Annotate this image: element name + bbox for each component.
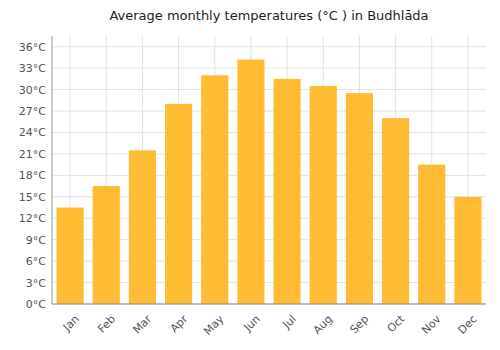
y-tick-label: 27°C [19, 105, 46, 118]
bar [382, 118, 409, 304]
x-tick-label: Mar [130, 312, 154, 336]
chart-container: Average monthly temperatures (°C ) in Bu… [0, 0, 500, 350]
bar [346, 93, 373, 304]
bars [57, 60, 482, 304]
x-tick-label: Jul [280, 313, 299, 332]
x-tick-label: Dec [455, 313, 479, 337]
y-tick-label: 36°C [19, 41, 46, 54]
grid [52, 36, 486, 304]
y-tick-label: 0°C [26, 298, 46, 311]
bar [237, 60, 264, 304]
y-grid-line [52, 111, 486, 112]
y-tick-label: 12°C [19, 212, 46, 225]
bar [129, 150, 156, 304]
y-grid-line [52, 153, 486, 154]
y-tick-label: 15°C [19, 191, 46, 204]
title: Average monthly temperatures (°C ) in Bu… [109, 8, 428, 23]
y-tick-label: 6°C [26, 255, 46, 268]
y-tick-label: 9°C [26, 234, 46, 247]
bar [454, 197, 481, 304]
y-tick-label: 30°C [19, 84, 46, 97]
y-tick-label: 18°C [19, 169, 46, 182]
x-tick-label: Jan [60, 313, 82, 335]
chart: Average monthly temperatures (°C ) in Bu… [0, 0, 500, 350]
y-tick-label: 21°C [19, 148, 46, 161]
x-tick-label: Feb [95, 313, 118, 336]
bar [310, 86, 337, 304]
y-grid-line [52, 46, 486, 47]
x-tick-label: Oct [385, 312, 408, 335]
bar [165, 104, 192, 304]
x-axis-line [52, 304, 486, 305]
x-tick-label: Jun [241, 313, 263, 335]
y-grid-line [52, 89, 486, 90]
x-tick-label: Sep [347, 313, 371, 337]
y-grid-line [52, 304, 486, 305]
x-tick-label: Apr [168, 312, 191, 335]
bar [201, 75, 228, 304]
y-tick-label: 3°C [26, 277, 46, 290]
y-grid-line [52, 68, 486, 69]
x-tick-label: Aug [311, 313, 335, 337]
axes: 0°C 3°C 6°C 9°C 12°C 15°C 18°C 21°C 24°C 27°C 30°C… [19, 41, 480, 338]
y-axis-line [52, 36, 53, 304]
x-tick-label: Nov [419, 312, 444, 337]
bar [274, 79, 301, 304]
x-tick-label: May [201, 312, 227, 338]
y-tick-label: 33°C [19, 62, 46, 75]
bar [57, 208, 84, 304]
y-tick-label: 24°C [19, 126, 46, 139]
bar [93, 186, 120, 304]
y-grid-line [52, 132, 486, 133]
bar [418, 165, 445, 304]
